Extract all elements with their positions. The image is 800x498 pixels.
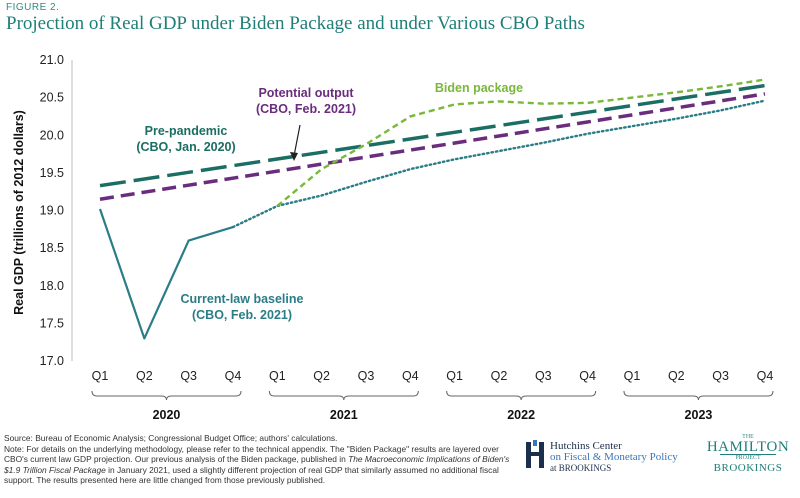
x-tick-label: Q2: [668, 369, 685, 383]
x-tick-label: Q4: [579, 369, 596, 383]
chart-title: Projection of Real GDP under Biden Packa…: [6, 13, 585, 34]
annotation-arrowhead: [290, 152, 298, 161]
y-tick-label: 20.0: [40, 128, 64, 142]
y-tick-label: 20.5: [40, 91, 64, 105]
x-tick-label: Q1: [269, 369, 286, 383]
x-tick-label: Q3: [712, 369, 729, 383]
x-tick-label: Q4: [757, 369, 774, 383]
y-tick-label: 17.0: [40, 354, 64, 368]
x-tick-label: Q4: [225, 369, 242, 383]
footer-notes: Source: Bureau of Economic Analysis; Con…: [4, 433, 524, 486]
y-tick-label: 18.0: [40, 279, 64, 293]
year-label: 2020: [153, 408, 181, 422]
year-label: 2022: [507, 408, 535, 422]
series-line-biden: [276, 78, 766, 207]
hutchins-h-icon: [526, 440, 544, 468]
x-tick-label: Q2: [136, 369, 153, 383]
series-line-pot: [99, 92, 766, 201]
series-line-pre: [99, 83, 766, 188]
x-tick-label: Q3: [535, 369, 552, 383]
hutchins-line-3: at BROOKINGS: [550, 463, 612, 473]
annotation-pot: (CBO, Feb. 2021): [256, 102, 356, 116]
year-brace: [623, 390, 774, 401]
hutchins-line-1: Hutchins Center: [550, 440, 622, 452]
y-tick-label: 19.5: [40, 166, 64, 180]
year-label: 2021: [330, 408, 358, 422]
annotation-pot: Potential output: [258, 86, 354, 100]
year-brace: [91, 390, 242, 401]
hamilton-project: PROJECT: [720, 454, 776, 462]
series-line-hist: [98, 208, 234, 340]
annotation-pre: (CBO, Jan. 2020): [136, 140, 235, 154]
x-tick-label: Q1: [92, 369, 109, 383]
hamilton-name: HAMILTON: [706, 439, 790, 455]
y-tick-label: 19.0: [40, 204, 64, 218]
series-layer: [98, 78, 767, 340]
figure-label: FIGURE 2.: [6, 2, 60, 13]
annotation-arrow: [293, 124, 301, 157]
annotation-biden: Biden package: [435, 81, 523, 95]
x-tick-label: Q3: [358, 369, 375, 383]
x-tick-label: Q1: [624, 369, 641, 383]
method-note: Note: For details on the underlying meth…: [4, 443, 510, 486]
x-tick-label: Q2: [313, 369, 330, 383]
hamilton-brookings: BROOKINGS: [713, 462, 783, 474]
y-tick-label: 21.0: [40, 53, 64, 67]
y-tick-label: 17.5: [40, 316, 64, 330]
annotation-base: (CBO, Feb. 2021): [192, 308, 292, 322]
annotation-pre: Pre-pandemic: [145, 124, 228, 138]
year-brace: [446, 390, 597, 401]
source-note: Source: Bureau of Economic Analysis; Con…: [4, 433, 338, 443]
year-label: 2023: [685, 408, 713, 422]
annotation-base: Current-law baseline: [181, 292, 304, 306]
x-tick-label: Q1: [446, 369, 463, 383]
gdp-line-chart: 17.0 17.5 18.0 18.5 19.0 19.5 20.0 20.5 21.0 Real…: [12, 53, 774, 422]
x-tick-label: Q2: [491, 369, 508, 383]
x-tick-label: Q3: [180, 369, 197, 383]
x-tick-label: Q4: [402, 369, 419, 383]
hutchins-center-logo: Hutchins Center on Fiscal & Monetary Pol…: [526, 440, 711, 476]
y-axis-label: Real GDP (trillions of 2012 dollars): [12, 110, 26, 315]
publication-title: The Macroeconomic Implications of Biden'…: [4, 454, 510, 475]
hamilton-project-logo: THE HAMILTON PROJECT BROOKINGS: [700, 434, 796, 478]
hutchins-line-2: on Fiscal & Monetary Policy: [550, 451, 678, 463]
chart-axes: 17.0 17.5 18.0 18.5 19.0 19.5 20.0 20.5 21.0 Real…: [12, 53, 774, 422]
year-brace: [268, 390, 419, 401]
hamilton-the: THE: [742, 434, 754, 440]
series-line-base: [231, 99, 767, 229]
y-tick-label: 18.5: [40, 241, 64, 255]
annotation-layer: Pre-pandemic (CBO, Jan. 2020) Potential ou…: [136, 81, 523, 322]
